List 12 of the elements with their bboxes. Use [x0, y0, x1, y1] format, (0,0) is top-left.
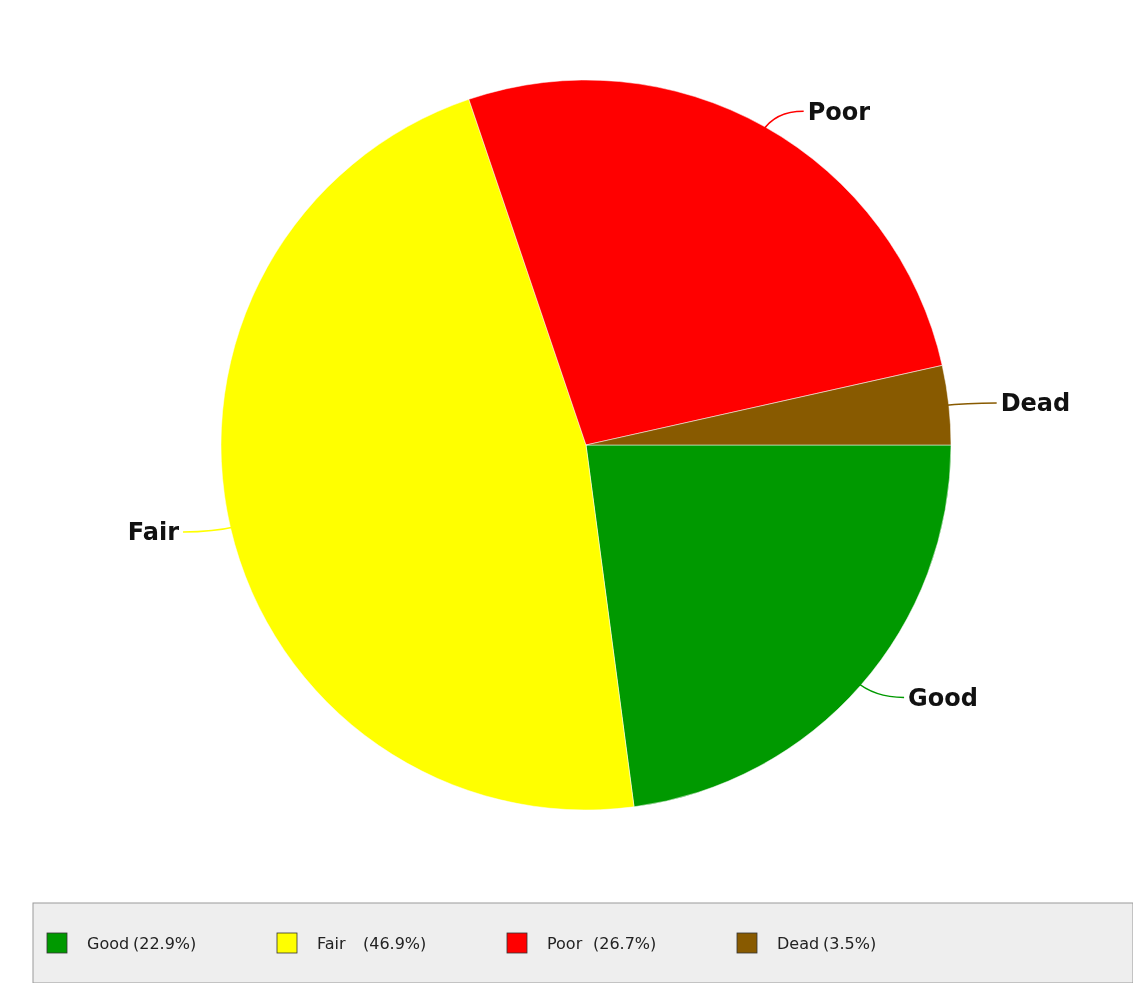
slice-label: Dead — [1000, 389, 1071, 418]
slice-label: Good — [908, 683, 978, 712]
legend-label: Good — [87, 933, 130, 953]
data-label: (22.9%) — [133, 933, 197, 953]
legend-label: Fair — [317, 933, 346, 953]
data-label: (46.9%) — [363, 933, 427, 953]
legend-label: Poor — [547, 933, 583, 953]
data-label: (3.5%) — [823, 933, 877, 953]
data-label: (26.7%) — [593, 933, 657, 953]
legend-label: Dead — [777, 933, 820, 953]
slice-label: Poor — [807, 97, 871, 126]
slice-label: Fair — [127, 518, 180, 547]
